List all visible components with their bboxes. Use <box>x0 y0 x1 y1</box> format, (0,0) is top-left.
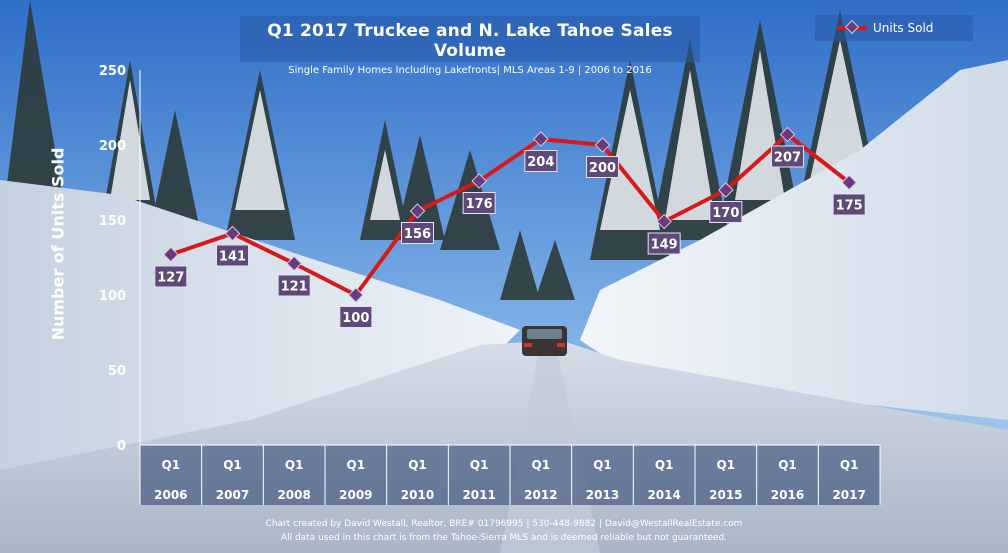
x-tick-label-year: 2007 <box>216 488 249 502</box>
x-tick-label-year: 2017 <box>832 488 865 502</box>
x-tick-label-quarter: Q1 <box>593 458 612 472</box>
data-point-marker <box>594 137 611 153</box>
x-tick-label-quarter: Q1 <box>347 458 366 472</box>
x-tick-label-quarter: Q1 <box>162 458 181 472</box>
x-tick-label-year: 2010 <box>401 488 434 502</box>
y-tick-label: 250 <box>99 64 126 79</box>
data-labels: 127 141 121 100 156 176 204 200 149 170 207 175 <box>154 145 866 328</box>
data-label-box <box>771 145 804 168</box>
chart-title: Q1 2017 Truckee and N. Lake Tahoe Sales … <box>267 21 673 61</box>
data-label-box <box>586 156 619 178</box>
data-label-box <box>401 222 434 244</box>
data-label-box <box>647 232 681 255</box>
x-tick-label-quarter: Q1 <box>285 458 304 472</box>
data-point-marker <box>348 287 364 303</box>
data-label: 149 <box>651 238 678 253</box>
x-tick-label-year: 2012 <box>524 488 557 502</box>
series-segment <box>723 132 790 192</box>
data-point-marker <box>471 173 487 189</box>
series-segment <box>168 231 235 257</box>
data-label-box <box>154 265 188 288</box>
data-label: 175 <box>836 199 863 214</box>
x-tick-label-quarter: Q1 <box>470 458 489 472</box>
data-label-box <box>462 192 496 214</box>
y-tick-label: 150 <box>99 214 126 229</box>
data-point-marker <box>286 255 302 272</box>
x-axis: Q1 2006 Q1 2007 Q1 2008 Q1 2009 Q1 2010 Q1 2011 Q1 20… <box>139 444 881 505</box>
data-label: 204 <box>527 155 554 170</box>
y-tick-label: 0 <box>117 439 126 454</box>
x-tick-label-quarter: Q1 <box>532 458 551 472</box>
x-tick-label-quarter: Q1 <box>840 458 859 472</box>
footer-disclaimer: All data used in this chart is from the … <box>280 533 728 543</box>
series-segment <box>292 261 358 297</box>
series-segment <box>538 137 605 147</box>
y-tick-label: 200 <box>99 139 126 154</box>
x-tick-label-year: 2014 <box>647 488 680 502</box>
data-label-box <box>709 201 743 223</box>
data-label-box <box>524 150 558 172</box>
x-tick-label-quarter: Q1 <box>778 458 797 472</box>
x-tick-label-year: 2011 <box>462 488 495 502</box>
data-point-marker <box>779 126 796 143</box>
x-tick-label-quarter: Q1 <box>223 458 242 472</box>
series-segment <box>477 137 543 183</box>
x-tick-label-quarter: Q1 <box>717 458 736 472</box>
data-label: 176 <box>466 197 493 212</box>
series-line-units-sold <box>168 132 852 297</box>
data-point-marker <box>163 246 179 263</box>
legend-swatch <box>837 26 867 30</box>
data-label-box <box>832 193 866 216</box>
data-point-marker <box>533 131 549 147</box>
chart-title-box: Q1 2017 Truckee and N. Lake Tahoe Sales … <box>240 16 700 76</box>
y-tick-label: 50 <box>108 364 126 379</box>
data-label: 141 <box>219 250 246 265</box>
data-label: 200 <box>589 161 616 176</box>
data-point-marker <box>841 174 857 191</box>
data-label: 170 <box>712 206 739 221</box>
data-point-marker <box>224 225 241 242</box>
series-segment <box>785 132 852 185</box>
x-tick-label-year: 2009 <box>339 488 372 502</box>
series-segment <box>662 188 728 224</box>
data-label-box <box>277 274 311 297</box>
data-label: 156 <box>404 227 431 242</box>
data-point-marker <box>409 203 426 219</box>
series-markers <box>163 126 857 303</box>
x-tick-label-year: 2006 <box>154 488 187 502</box>
x-tick-label-year: 2008 <box>277 488 310 502</box>
data-label-box <box>339 306 373 328</box>
y-axis-label: Number of Units Sold <box>48 147 68 341</box>
series-segment <box>415 179 482 213</box>
chart-subtitle: Single Family Homes Including Lakefronts… <box>288 65 652 76</box>
data-point-marker <box>656 213 672 230</box>
legend: Units Sold <box>815 15 973 41</box>
data-label-box <box>216 244 249 267</box>
x-tick-label-quarter: Q1 <box>408 458 427 472</box>
data-point-marker <box>718 182 734 198</box>
data-label: 121 <box>281 280 308 295</box>
series-segment <box>230 231 297 266</box>
data-label: 207 <box>774 151 801 166</box>
x-tick-label-quarter: Q1 <box>655 458 674 472</box>
data-label: 127 <box>157 271 184 286</box>
y-axis: 0 50 100 150 200 250 <box>99 64 141 454</box>
legend-label: Units Sold <box>873 21 934 35</box>
y-tick-label: 100 <box>99 289 126 304</box>
x-tick-label-year: 2015 <box>709 488 742 502</box>
data-label: 100 <box>342 311 369 326</box>
x-tick-label-year: 2013 <box>586 488 619 502</box>
x-tick-label-year: 2016 <box>771 488 804 502</box>
footer-credit: Chart created by David Westall, Realtor,… <box>265 519 743 529</box>
